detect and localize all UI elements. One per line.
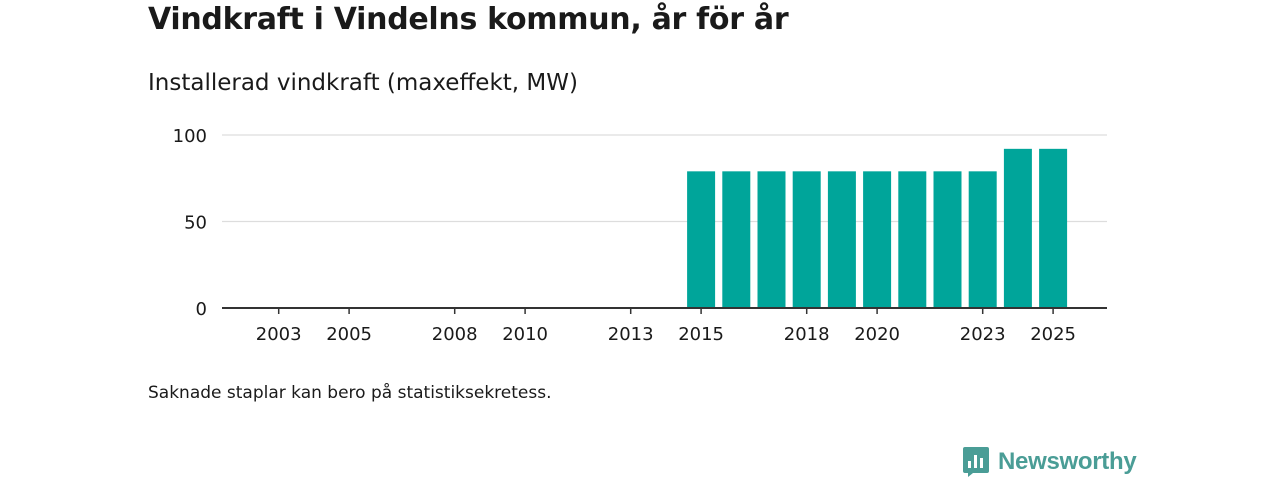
bar-2018 [792, 171, 821, 308]
x-tick-label-2015: 2015 [678, 324, 724, 345]
y-tick-label: 50 [184, 213, 207, 234]
x-tick-label-2008: 2008 [432, 324, 478, 345]
bar-2019 [827, 171, 856, 308]
bar-2017 [757, 171, 786, 308]
bars [687, 148, 1068, 308]
brand-logo: Newsworthy [962, 446, 1137, 478]
footnote: Saknade staplar kan bero på statistiksek… [148, 383, 552, 403]
x-tick-label-2025: 2025 [1030, 324, 1076, 345]
x-tick-label-2020: 2020 [854, 324, 900, 345]
bar-2025 [1039, 148, 1068, 308]
y-axis-ticks: 0 50 100 [173, 126, 207, 320]
x-tick-label-2010: 2010 [502, 324, 548, 345]
brand-name: Newsworthy [998, 448, 1137, 475]
bar-2021 [898, 171, 927, 308]
x-tick-label-2013: 2013 [608, 324, 654, 345]
bar-2022 [933, 171, 962, 308]
newsworthy-logo-icon [963, 447, 989, 477]
x-tick-label-2023: 2023 [960, 324, 1006, 345]
bar-2015 [687, 171, 716, 308]
x-axis-ticks: 2003 2005 2008 2010 2013 2015 2018 2020 2023 2025 [256, 308, 1076, 345]
chart-title: Vindkraft i Vindelns kommun, år för år [148, 2, 789, 37]
bar-2024 [1003, 148, 1032, 308]
y-tick-label: 100 [173, 126, 207, 147]
y-tick-label: 0 [196, 299, 207, 320]
x-tick-label-2018: 2018 [784, 324, 830, 345]
x-tick-label-2005: 2005 [326, 324, 372, 345]
x-tick-label-2003: 2003 [256, 324, 302, 345]
bar-2023 [968, 171, 997, 308]
bar-2016 [722, 171, 751, 308]
bar-2020 [863, 171, 892, 308]
chart-subtitle: Installerad vindkraft (maxeffekt, MW) [148, 70, 578, 96]
